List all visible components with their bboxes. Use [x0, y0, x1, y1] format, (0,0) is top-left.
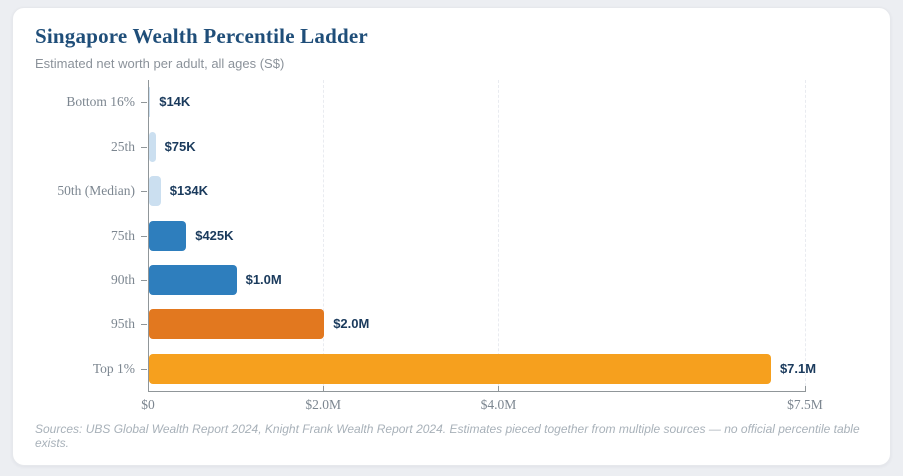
value-label-75th: $425K: [195, 227, 234, 243]
category-tick: [141, 102, 147, 104]
category-tick: [141, 279, 147, 281]
category-label-bottom-16: Bottom 16%: [66, 94, 135, 110]
category-tick: [141, 146, 147, 148]
bar-90th: [149, 264, 237, 295]
x-tick-label-4-0m: $4.0M: [480, 397, 517, 412]
x-tick-label-2-0m: $2.0M: [305, 397, 341, 412]
x-tick-label-0: $0: [141, 397, 155, 412]
value-label-25th: $75K: [164, 138, 196, 154]
gridline: [323, 80, 325, 391]
category-tick: [141, 368, 147, 370]
category-tick: [141, 324, 147, 326]
category-label-75th: 75th: [110, 227, 135, 243]
category-label-25th: 25th: [110, 138, 135, 154]
chart-subtitle: Estimated net worth per adult, all ages …: [35, 56, 285, 71]
value-label-95th: $2.0M: [333, 316, 370, 332]
source-note: Sources: UBS Global Wealth Report 2024, …: [35, 422, 860, 450]
wealth-bar-chart: Bottom 16% $14K 25th $75K 50th (Median) $134K…: [13, 8, 890, 465]
bar-75th: [149, 220, 187, 251]
value-label-90th: $1.0M: [245, 271, 282, 287]
bar-bottom-16: [149, 87, 151, 118]
x-axis-tick: [148, 386, 149, 391]
category-tick: [141, 191, 147, 193]
category-label-top-1: Top 1%: [92, 360, 135, 376]
chart-card: Singapore Wealth Percentile Ladder Estim…: [12, 7, 891, 466]
bar-25th: [149, 131, 156, 162]
bar-50th-median: [149, 176, 161, 207]
x-axis-tick: [805, 386, 806, 391]
bar-95th: [149, 309, 325, 340]
category-tick: [141, 235, 147, 237]
x-tick-label-7-5m: $7.5M: [787, 397, 823, 412]
category-label-90th: 90th: [110, 271, 135, 287]
x-axis-line: [148, 391, 806, 392]
gridline: [805, 80, 806, 391]
y-axis-line: [148, 80, 149, 392]
category-label-50th-median: 50th (Median): [57, 183, 135, 199]
bar-top-1: [149, 353, 771, 384]
value-label-50th-median: $134K: [169, 183, 209, 199]
value-label-top-1: $7.1M: [779, 360, 817, 376]
category-label-95th: 95th: [110, 316, 135, 332]
x-axis-tick: [323, 386, 325, 391]
x-axis-tick: [498, 386, 500, 391]
chart-title: Singapore Wealth Percentile Ladder: [35, 24, 368, 48]
gridline: [498, 80, 500, 391]
value-label-bottom-16: $14K: [159, 94, 191, 110]
